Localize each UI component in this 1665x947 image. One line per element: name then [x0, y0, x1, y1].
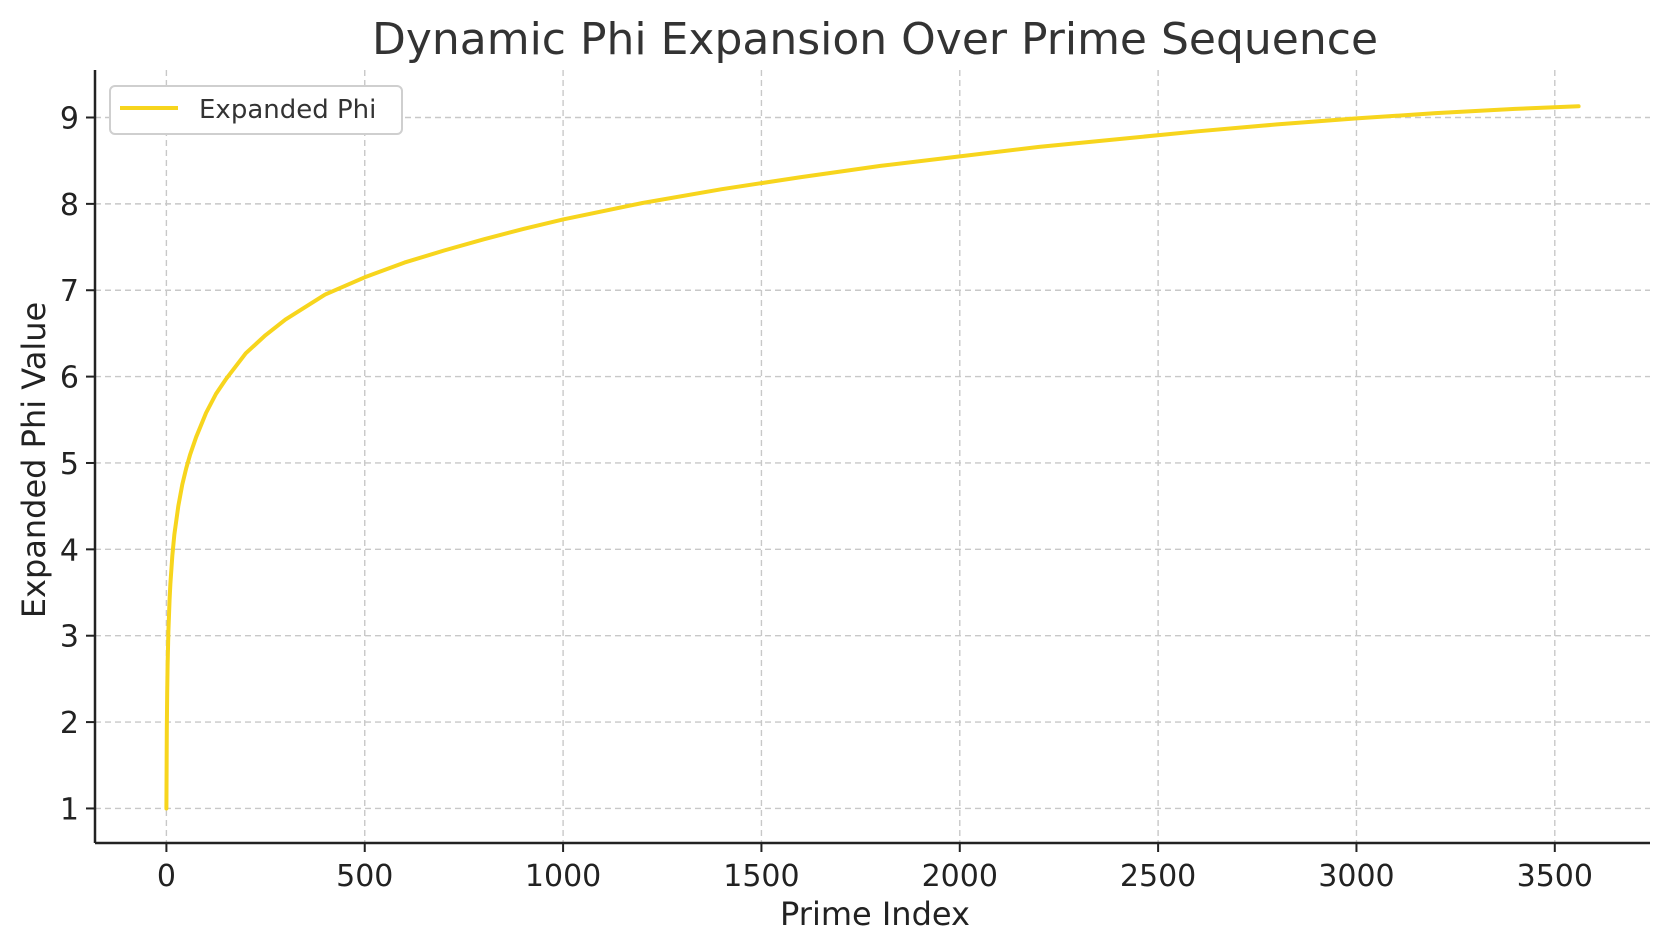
axes — [93, 70, 1650, 845]
x-tick-label: 0 — [157, 859, 176, 894]
x-tick-label: 1000 — [525, 859, 601, 894]
y-axis-label: Expanded Phi Value — [15, 302, 53, 618]
x-tick-label: 500 — [336, 859, 393, 894]
series-layer — [164, 104, 1581, 811]
y-tick-label: 7 — [60, 274, 79, 309]
x-tick-label: 3500 — [1517, 859, 1593, 894]
y-tick-label: 6 — [60, 361, 79, 396]
x-tick-label: 2000 — [922, 859, 998, 894]
y-tick-label: 8 — [60, 188, 79, 223]
legend-box — [109, 85, 403, 135]
chart-title: Dynamic Phi Expansion Over Prime Sequenc… — [372, 14, 1378, 65]
y-tick-label: 4 — [60, 533, 79, 568]
legend-label: Expanded Phi — [199, 95, 376, 125]
y-tick-label: 3 — [60, 620, 79, 655]
y-tick-label: 5 — [60, 447, 79, 482]
x-tick-label: 1500 — [723, 859, 799, 894]
x-tick-label: 3000 — [1318, 859, 1394, 894]
x-axis-label: Prime Index — [780, 895, 970, 933]
series-line-expanded-phi — [164, 104, 1581, 811]
y-tick-label: 1 — [60, 792, 79, 827]
grid — [95, 70, 1650, 843]
legend: Expanded Phi — [109, 85, 403, 135]
ticks: 0 500 1000 1500 2000 2500 3000 3500 1 2 3 4 5 6 7 8 9 — [60, 102, 1593, 894]
y-tick-label: 2 — [60, 706, 79, 741]
y-tick-label: 9 — [60, 102, 79, 137]
x-tick-label: 2500 — [1120, 859, 1196, 894]
